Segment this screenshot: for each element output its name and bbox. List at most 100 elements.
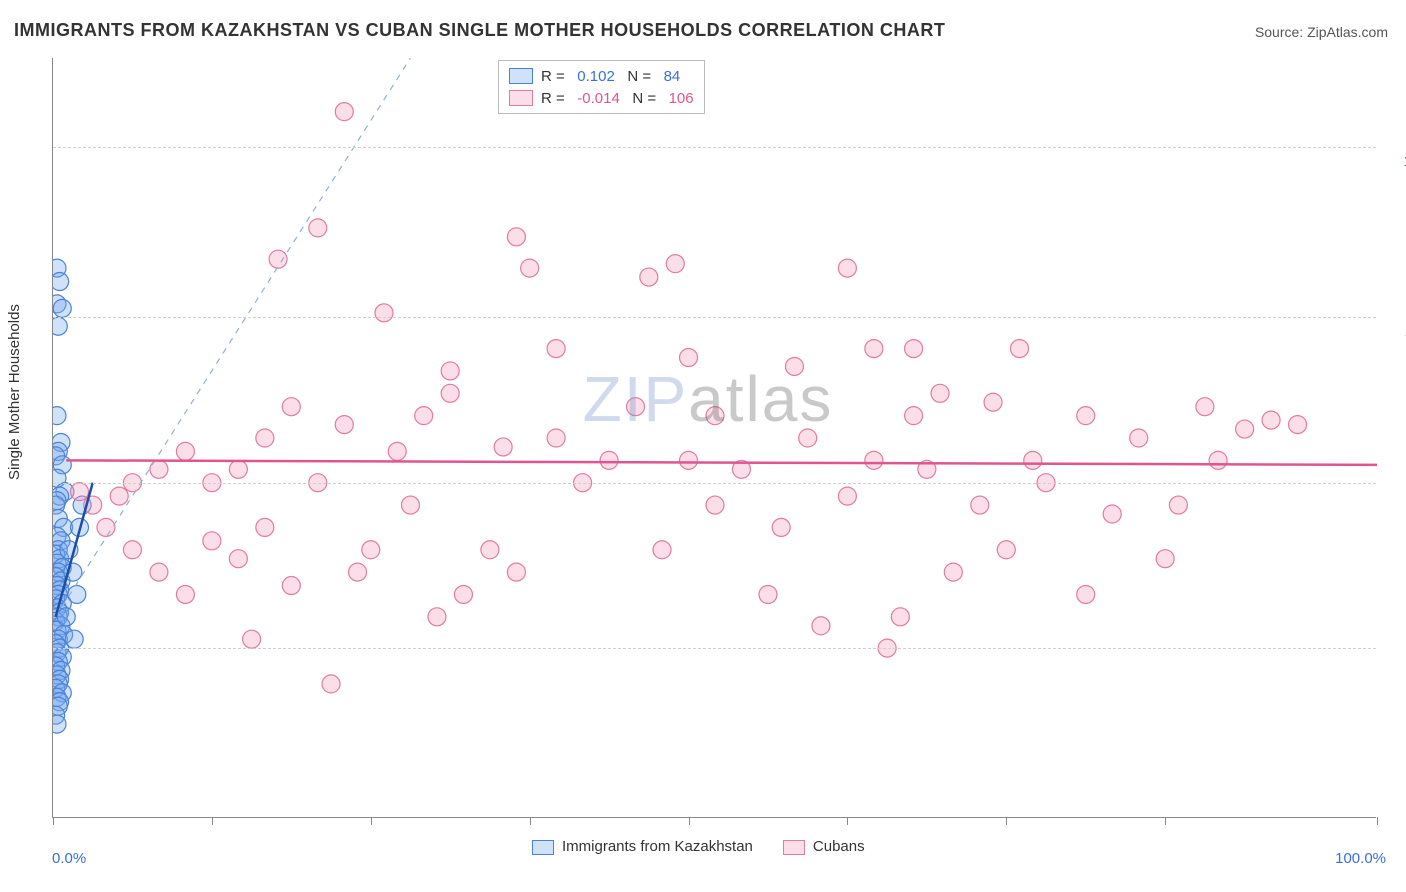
data-point (388, 442, 406, 460)
data-point (507, 228, 525, 246)
data-point (335, 103, 353, 121)
data-point (441, 384, 459, 402)
data-point (891, 608, 909, 626)
plot-area: ZIPatlas R = 0.102 N = 84R = -0.014 N = … (52, 58, 1376, 818)
source-link[interactable]: ZipAtlas.com (1307, 24, 1388, 40)
data-point (335, 416, 353, 434)
data-point (772, 518, 790, 536)
data-point (547, 340, 565, 358)
data-point (1024, 451, 1042, 469)
data-point (1196, 398, 1214, 416)
x-tick (53, 817, 54, 825)
data-point (905, 407, 923, 425)
data-point (256, 429, 274, 447)
data-point (110, 487, 128, 505)
data-point (243, 630, 261, 648)
trend-extrapolation (56, 58, 411, 617)
data-point (494, 438, 512, 456)
legend-swatch (509, 68, 533, 84)
gridline (53, 147, 1376, 148)
x-axis-min-label: 0.0% (52, 850, 86, 867)
x-tick (1165, 817, 1166, 825)
data-point (57, 608, 75, 626)
data-point (521, 259, 539, 277)
chart-svg (53, 58, 1377, 818)
data-point (229, 460, 247, 478)
data-point (53, 317, 67, 335)
data-point (905, 340, 923, 358)
legend-label: Immigrants from Kazakhstan (562, 838, 753, 855)
legend-series: Immigrants from Kazakhstan Cubans (532, 838, 865, 855)
data-point (203, 532, 221, 550)
data-point (481, 541, 499, 559)
data-point (838, 259, 856, 277)
data-point (759, 585, 777, 603)
data-point (375, 304, 393, 322)
data-point (600, 451, 618, 469)
data-point (150, 563, 168, 581)
data-point (415, 407, 433, 425)
source-label: Source: ZipAtlas.com (1255, 24, 1388, 40)
data-point (53, 715, 66, 733)
gridline (53, 317, 1376, 318)
data-point (282, 398, 300, 416)
legend-row: R = 0.102 N = 84 (509, 65, 694, 87)
legend-swatch (509, 90, 533, 106)
data-point (653, 541, 671, 559)
data-point (507, 563, 525, 581)
data-point (123, 541, 141, 559)
data-point (706, 496, 724, 514)
data-point (640, 268, 658, 286)
data-point (256, 518, 274, 536)
legend-row: R = -0.014 N = 106 (509, 87, 694, 109)
data-point (838, 487, 856, 505)
data-point (944, 563, 962, 581)
legend-label: Cubans (813, 838, 865, 855)
data-point (454, 585, 472, 603)
data-point (53, 407, 66, 425)
legend-stat: R = -0.014 N = 106 (541, 90, 694, 107)
data-point (229, 550, 247, 568)
data-point (1262, 411, 1280, 429)
data-point (53, 273, 69, 291)
source-prefix: Source: (1255, 24, 1307, 40)
data-point (362, 541, 380, 559)
data-point (1169, 496, 1187, 514)
data-point (706, 407, 724, 425)
x-tick (1377, 817, 1378, 825)
x-tick (847, 817, 848, 825)
x-tick (1006, 817, 1007, 825)
data-point (1209, 451, 1227, 469)
legend-swatch (783, 840, 805, 855)
gridline (53, 648, 1376, 649)
data-point (309, 219, 327, 237)
legend-swatch (532, 840, 554, 855)
data-point (428, 608, 446, 626)
data-point (1077, 407, 1095, 425)
data-point (176, 585, 194, 603)
data-point (1103, 505, 1121, 523)
x-tick (371, 817, 372, 825)
data-point (1011, 340, 1029, 358)
data-point (785, 357, 803, 375)
data-point (65, 630, 83, 648)
data-point (1077, 585, 1095, 603)
data-point (680, 451, 698, 469)
data-point (627, 398, 645, 416)
data-point (70, 483, 88, 501)
data-point (799, 429, 817, 447)
x-tick (530, 817, 531, 825)
data-point (349, 563, 367, 581)
data-point (984, 393, 1002, 411)
data-point (1289, 416, 1307, 434)
data-point (1236, 420, 1254, 438)
data-point (931, 384, 949, 402)
data-point (666, 255, 684, 273)
data-point (53, 299, 71, 317)
y-tick-label: 11.2% (1386, 323, 1406, 340)
data-point (441, 362, 459, 380)
data-point (1130, 429, 1148, 447)
y-tick-label: 3.8% (1386, 654, 1406, 671)
legend-correlation: R = 0.102 N = 84 R = -0.014 N = 106 (498, 60, 705, 114)
y-axis-label: Single Mother Households (6, 304, 23, 480)
